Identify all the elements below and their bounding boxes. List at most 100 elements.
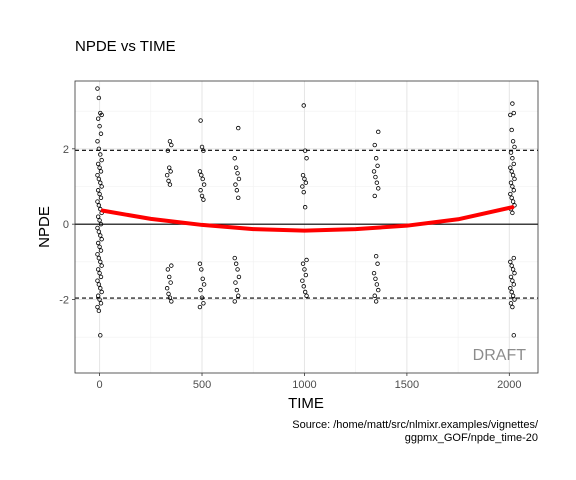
plot-panel-border	[74, 80, 539, 374]
data-point	[300, 184, 305, 189]
data-point	[508, 259, 513, 265]
data-point	[95, 267, 101, 272]
data-point	[302, 289, 308, 295]
data-point	[373, 174, 378, 180]
data-point	[301, 189, 306, 195]
data-point	[199, 267, 204, 272]
data-point	[98, 248, 104, 253]
data-point	[510, 172, 516, 178]
data-point	[303, 180, 309, 185]
data-point	[232, 299, 237, 304]
data-point	[95, 240, 101, 246]
data-point	[510, 139, 516, 144]
data-point	[99, 184, 104, 189]
data-point	[371, 169, 377, 174]
data-point	[166, 178, 171, 184]
data-point	[509, 263, 514, 268]
data-point	[201, 182, 207, 187]
data-point	[167, 139, 173, 144]
data-point	[95, 304, 100, 310]
data-point	[302, 148, 308, 153]
data-point	[164, 172, 170, 178]
data-point	[95, 252, 100, 257]
trend-line-group	[100, 205, 515, 233]
caption-line-2: ggpmx_GOF/npde_time-20	[405, 432, 538, 444]
data-point	[302, 176, 307, 182]
data-point	[98, 286, 103, 291]
data-point	[372, 193, 377, 199]
data-point	[373, 156, 379, 161]
x-axis-ticks: 0 500 1000 1500 2000	[97, 373, 522, 391]
data-point	[97, 244, 102, 249]
data-point	[508, 286, 513, 291]
data-point	[376, 186, 381, 191]
data-point	[509, 195, 514, 200]
data-point	[510, 210, 515, 216]
data-point	[97, 270, 102, 276]
data-point	[167, 165, 172, 170]
data-point	[511, 333, 516, 338]
data-point	[95, 86, 100, 91]
data-point	[373, 276, 378, 282]
data-point	[301, 284, 306, 289]
data-point	[96, 203, 102, 208]
data-point	[98, 131, 104, 136]
data-point	[99, 112, 104, 118]
data-point	[165, 148, 171, 153]
data-point	[508, 112, 513, 118]
data-point	[98, 180, 103, 185]
data-point	[510, 184, 515, 189]
data-point	[98, 301, 104, 306]
data-point	[99, 237, 104, 242]
data-point	[96, 95, 102, 101]
data-point	[198, 287, 203, 293]
data-point	[95, 278, 100, 283]
data-point	[376, 287, 381, 293]
draft-watermark: DRAFT	[473, 347, 527, 364]
data-point	[512, 297, 517, 302]
data-point	[95, 172, 100, 178]
data-point	[302, 205, 308, 210]
data-point	[169, 299, 174, 304]
data-point	[304, 293, 309, 298]
data-point	[372, 293, 377, 298]
data-point	[168, 169, 173, 174]
data-point	[374, 180, 380, 185]
data-point	[234, 188, 240, 193]
data-point	[98, 221, 104, 227]
data-point	[236, 125, 241, 131]
data-point	[304, 156, 309, 161]
data-point	[234, 287, 240, 293]
data-point	[510, 293, 516, 298]
data-point	[303, 272, 309, 278]
data-point	[510, 199, 516, 204]
x-tick-label: 1500	[395, 379, 419, 391]
data-point	[199, 295, 205, 300]
data-point	[302, 267, 307, 272]
data-point	[197, 304, 203, 310]
data-point	[511, 110, 516, 116]
data-point	[509, 127, 514, 133]
x-tick-label: 500	[193, 379, 211, 391]
data-point	[98, 259, 103, 265]
x-tick-label: 1000	[292, 379, 316, 391]
data-point	[508, 165, 513, 170]
y-axis-title: NPDE	[36, 206, 53, 248]
data-point	[235, 171, 240, 176]
data-point	[235, 267, 240, 272]
y-axis-ticks: -2 0 2	[59, 144, 75, 307]
data-point	[509, 289, 514, 295]
y-tick-label: -2	[59, 295, 69, 307]
trend-line	[100, 205, 515, 233]
data-point	[96, 308, 102, 314]
data-point	[233, 280, 238, 285]
data-point	[371, 270, 377, 276]
data-point	[300, 278, 305, 283]
data-point	[232, 156, 237, 161]
data-point	[199, 172, 204, 178]
data-point	[232, 255, 237, 261]
data-point	[200, 276, 205, 282]
data-point	[99, 289, 104, 295]
data-point	[95, 139, 100, 144]
